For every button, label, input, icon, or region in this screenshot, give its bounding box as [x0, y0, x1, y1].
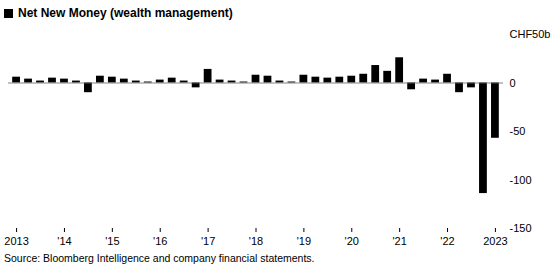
html-text:Net New Money (wealth manageme: Net New Money (wealth management): [18, 6, 233, 20]
svg-text:'21: '21: [392, 235, 406, 247]
svg-text:'15: '15: [105, 235, 119, 247]
svg-text:0: 0: [510, 77, 516, 89]
svg-text:-100: -100: [510, 174, 532, 186]
svg-text:'18: '18: [249, 235, 263, 247]
svg-text:'16: '16: [153, 235, 167, 247]
svg-text:'19: '19: [297, 235, 311, 247]
svg-text:'14: '14: [57, 235, 71, 247]
svg-text:'17: '17: [201, 235, 215, 247]
svg-text:-50: -50: [510, 125, 526, 137]
svg-text:2023: 2023: [483, 235, 507, 247]
svg-text:-150: -150: [510, 222, 532, 234]
svg-text:2013: 2013: [4, 235, 28, 247]
html-text:Source: Bloomberg Intelligence: Source: Bloomberg Intelligence and compa…: [4, 252, 315, 264]
svg-text:'20: '20: [345, 235, 359, 247]
svg-text:'22: '22: [440, 235, 454, 247]
svg-text:CHF50b: CHF50b: [510, 28, 551, 40]
